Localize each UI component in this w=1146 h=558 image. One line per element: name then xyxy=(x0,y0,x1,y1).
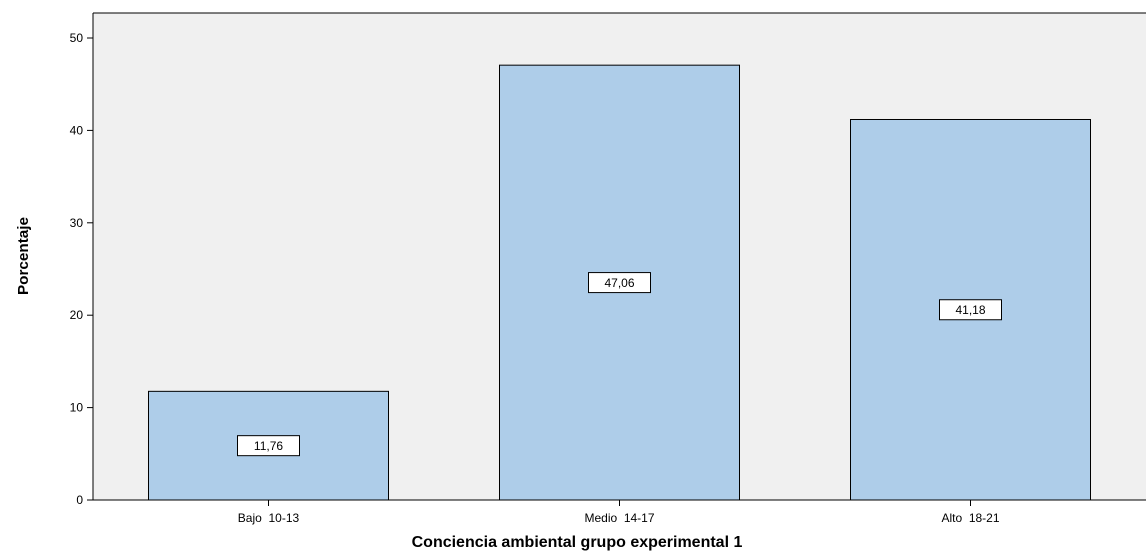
ticks-layer: 0 10 20 30 40 50 Bajo 10-13 Medio 14-17 Alto 18-… xyxy=(70,31,1000,525)
y-axis-title: Porcentaje xyxy=(15,217,32,295)
data-label: 41,18 xyxy=(955,303,985,317)
x-tick-label: Medio 14-17 xyxy=(584,511,654,525)
data-label: 11,76 xyxy=(254,439,283,453)
y-tick-label: 30 xyxy=(70,216,84,230)
x-tick-label: Alto 18-21 xyxy=(941,511,999,525)
data-label: 47,06 xyxy=(604,276,634,290)
y-tick-label: 10 xyxy=(70,401,84,415)
data-label-box xyxy=(237,435,300,457)
data-label-box xyxy=(588,272,651,294)
value-labels-layer: 11,76 47,06 41,18 xyxy=(237,272,1002,457)
y-tick-label: 20 xyxy=(70,308,84,322)
y-tick-label: 40 xyxy=(70,123,84,137)
x-tick-label: Bajo 10-13 xyxy=(238,511,300,525)
data-label-box xyxy=(939,299,1002,321)
x-axis-title: Conciencia ambiental grupo experimental … xyxy=(412,534,743,551)
y-tick-label: 50 xyxy=(70,31,84,45)
y-tick-label: 0 xyxy=(76,493,83,507)
